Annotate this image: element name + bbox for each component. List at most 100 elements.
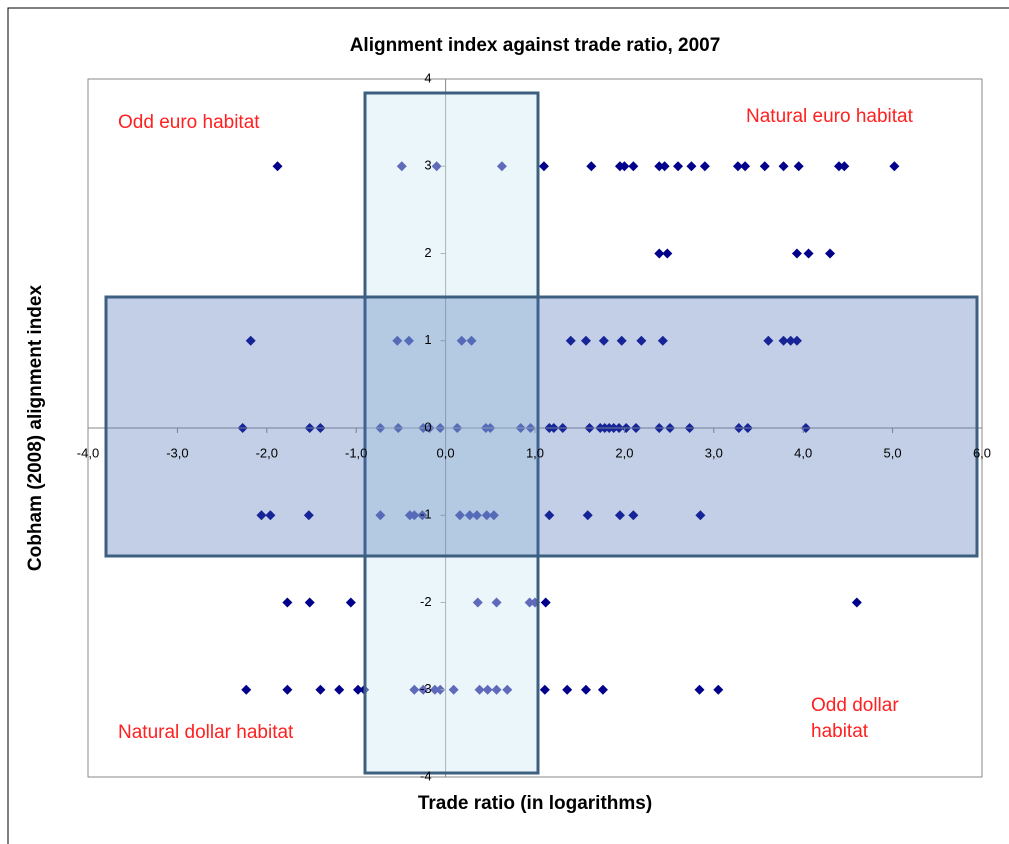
point	[851, 597, 862, 608]
x-axis-label: Trade ratio (in logarithms)	[418, 793, 652, 814]
point	[785, 335, 796, 346]
point	[539, 684, 550, 695]
y-tick-label: 3	[424, 158, 431, 173]
point	[619, 161, 630, 172]
point	[614, 510, 625, 521]
point	[562, 684, 573, 695]
point	[481, 510, 492, 521]
point	[418, 684, 429, 695]
point	[713, 684, 724, 695]
point	[265, 510, 276, 521]
y-tick-label: -3	[420, 681, 432, 696]
point	[657, 335, 668, 346]
point	[778, 161, 789, 172]
y-axis-label: Cobham (2008) alignment index	[25, 285, 46, 572]
annotation: Natural dollar habitat	[118, 722, 294, 743]
point	[241, 684, 252, 695]
annotation: Odd euro habitat	[118, 112, 260, 133]
x-tick-label: 0,0	[437, 445, 455, 460]
point	[396, 161, 407, 172]
point	[825, 248, 836, 259]
y-tick-label: -2	[420, 594, 432, 609]
point	[456, 335, 467, 346]
point	[699, 161, 710, 172]
y-tick-label: -1	[420, 507, 432, 522]
x-tick-label: 2,0	[615, 445, 633, 460]
y-tick-label: 4	[424, 70, 431, 85]
point	[659, 161, 670, 172]
point	[695, 510, 706, 521]
point	[352, 684, 363, 695]
x-tick-label: -3,0	[166, 445, 188, 460]
point	[448, 684, 459, 695]
point	[586, 161, 597, 172]
point	[544, 510, 555, 521]
point	[304, 597, 315, 608]
point	[791, 335, 802, 346]
point	[686, 161, 697, 172]
point	[538, 161, 549, 172]
point	[616, 335, 627, 346]
y-tick-label: 0	[424, 419, 431, 434]
point	[636, 335, 647, 346]
y-tick-label: -4	[420, 768, 432, 783]
point	[303, 510, 314, 521]
point	[582, 510, 593, 521]
point	[778, 335, 789, 346]
point	[540, 597, 551, 608]
point	[482, 684, 493, 695]
point	[472, 597, 483, 608]
point	[833, 161, 844, 172]
x-tick-label: -1,0	[345, 445, 367, 460]
point	[282, 684, 293, 695]
point	[628, 510, 639, 521]
point	[491, 597, 502, 608]
point	[409, 684, 420, 695]
annotation: Natural euro habitat	[746, 106, 913, 127]
point	[282, 597, 293, 608]
point	[654, 248, 665, 259]
point	[580, 335, 591, 346]
point	[417, 510, 428, 521]
point	[375, 510, 386, 521]
point	[732, 161, 743, 172]
point	[597, 684, 608, 695]
euro-dollar-box-horizontal	[104, 295, 979, 558]
point	[502, 684, 513, 695]
x-tick-label: -4,0	[77, 445, 99, 460]
point	[598, 335, 609, 346]
x-tick-label: 4,0	[794, 445, 812, 460]
point	[471, 510, 482, 521]
x-tick-label: -2,0	[256, 445, 278, 460]
x-tick-label: 3,0	[705, 445, 723, 460]
point	[889, 161, 900, 172]
x-tick-label: 5,0	[884, 445, 902, 460]
x-tick-label: 1,0	[526, 445, 544, 460]
point	[272, 161, 283, 172]
point	[628, 161, 639, 172]
point	[245, 335, 256, 346]
point	[474, 684, 485, 695]
x-tick-label: 6,0	[973, 445, 991, 460]
chart-title: Alignment index against trade ratio, 200…	[350, 35, 721, 56]
point	[435, 684, 446, 695]
annotation: Odd dollar habitat	[811, 695, 899, 742]
point	[803, 248, 814, 259]
point	[315, 684, 326, 695]
point	[791, 248, 802, 259]
point	[654, 161, 665, 172]
point	[464, 510, 475, 521]
point	[345, 597, 356, 608]
point	[839, 161, 850, 172]
point	[403, 335, 414, 346]
point	[759, 161, 770, 172]
point	[793, 161, 804, 172]
y-tick-label: 2	[424, 245, 431, 260]
point	[763, 335, 774, 346]
point	[431, 161, 442, 172]
y-tick-label: 1	[424, 332, 431, 347]
point	[488, 510, 499, 521]
point	[673, 161, 684, 172]
